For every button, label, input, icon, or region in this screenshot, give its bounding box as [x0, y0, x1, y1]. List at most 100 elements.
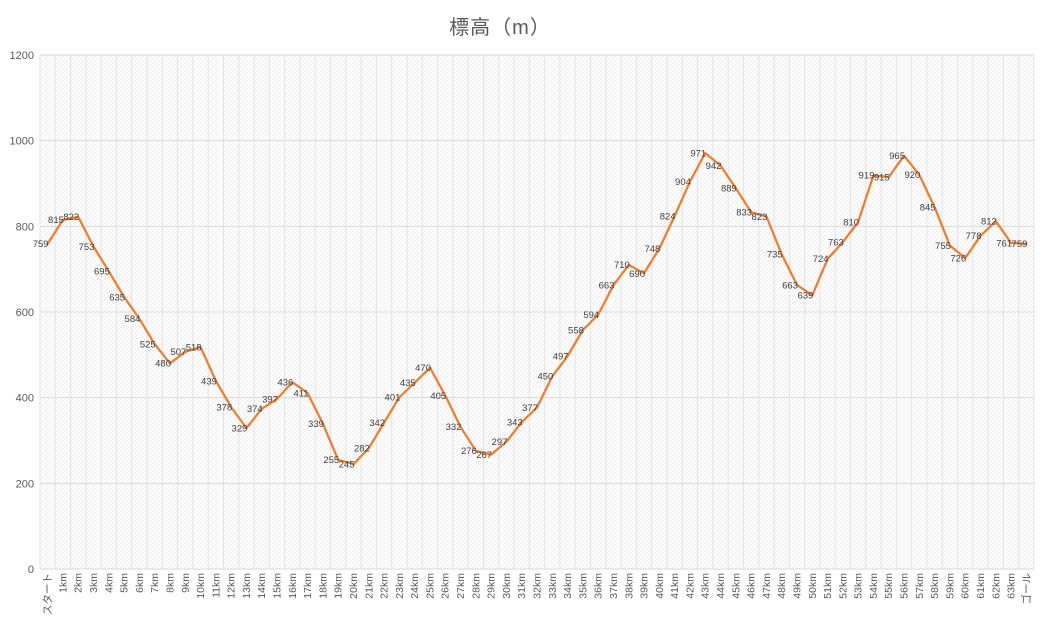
x-tick-label: 9km — [180, 573, 192, 593]
data-label: 635 — [109, 292, 125, 303]
x-tick-label: 23km — [394, 573, 406, 599]
x-tick-label: 30km — [501, 573, 513, 599]
elevation-polyline — [46, 151, 1028, 466]
data-label: 343 — [507, 417, 523, 428]
data-label: 470 — [415, 363, 431, 374]
data-label: 726 — [950, 253, 966, 264]
data-label: 823 — [752, 212, 768, 223]
data-label: 761 — [996, 238, 1012, 249]
data-label: 525 — [140, 339, 156, 350]
data-label: 332 — [446, 422, 462, 433]
data-label: 297 — [492, 437, 508, 448]
data-label: 276 — [461, 446, 477, 457]
data-label: 833 — [736, 208, 752, 219]
x-tick-label: 42km — [684, 573, 696, 599]
x-tick-label: 55km — [883, 573, 895, 599]
data-label: 822 — [63, 212, 79, 223]
data-label: 920 — [904, 170, 920, 181]
x-tick-label: 7km — [149, 573, 161, 593]
x-tick-label: 25km — [425, 573, 437, 599]
x-tick-label: スタート — [42, 573, 54, 615]
y-tick-label: 400 — [16, 393, 34, 405]
x-tick-label: 37km — [608, 573, 620, 599]
y-tick-label: 1200 — [10, 50, 34, 62]
data-label: 435 — [400, 378, 416, 389]
x-tick-label: 20km — [348, 573, 360, 599]
x-tick-label: 28km — [470, 573, 482, 599]
data-label: 763 — [828, 238, 844, 249]
x-tick-label: 54km — [868, 573, 880, 599]
x-tick-label: 32km — [532, 573, 544, 599]
data-label: 405 — [430, 391, 446, 402]
x-tick-label: 10km — [195, 573, 207, 599]
data-label: 824 — [660, 211, 676, 222]
x-tick-label: 21km — [363, 573, 375, 599]
x-tick-label: 4km — [103, 573, 115, 593]
data-label: 845 — [920, 202, 936, 213]
x-tick-label: 3km — [88, 573, 100, 593]
x-tick-label: 2km — [73, 573, 85, 593]
data-label: 584 — [125, 314, 141, 325]
data-label: 397 — [262, 394, 278, 405]
x-tick-label: 18km — [317, 573, 329, 599]
data-label: 507 — [170, 347, 186, 358]
x-tick-label: 26km — [440, 573, 452, 599]
x-tick-label: 41km — [669, 573, 681, 599]
x-tick-label: 52km — [837, 573, 849, 599]
x-tick-label: 57km — [914, 573, 926, 599]
y-tick-label: 600 — [16, 307, 34, 319]
data-label: 342 — [369, 418, 385, 429]
y-tick-label: 0 — [28, 564, 34, 576]
data-label: 759 — [33, 239, 49, 250]
x-tick-label: 63km — [1006, 573, 1018, 599]
x-tick-label: 46km — [746, 573, 758, 599]
x-tick-label: 19km — [333, 573, 345, 599]
data-label: 778 — [966, 231, 982, 242]
x-tick-label: 38km — [623, 573, 635, 599]
data-label: 639 — [797, 291, 813, 302]
data-label: 245 — [339, 459, 355, 470]
data-label: 724 — [813, 254, 829, 265]
data-label: 497 — [553, 351, 569, 362]
x-tick-label: 12km — [226, 573, 238, 599]
x-tick-label: 1km — [57, 573, 69, 593]
x-tick-label: 14km — [256, 573, 268, 599]
x-tick-label: 31km — [516, 573, 528, 599]
x-tick-label: ゴール — [1020, 573, 1033, 605]
x-tick-label: 17km — [302, 573, 314, 599]
data-label: 377 — [522, 403, 538, 414]
data-label: 965 — [889, 151, 905, 162]
x-tick-label: 60km — [960, 573, 972, 599]
y-axis-tick-labels: 0 200 400 600 800 1000 1200 — [10, 50, 34, 576]
data-label: 329 — [232, 423, 248, 434]
data-label: 378 — [216, 402, 232, 413]
x-tick-label: 56km — [899, 573, 911, 599]
data-label: 663 — [599, 280, 615, 291]
x-tick-label: 49km — [792, 573, 804, 599]
data-label: 735 — [767, 250, 783, 261]
data-label: 339 — [308, 419, 324, 430]
data-label: 690 — [629, 269, 645, 280]
data-label: 480 — [155, 359, 171, 370]
x-tick-label: 13km — [241, 573, 253, 599]
data-label: 812 — [981, 217, 997, 228]
x-tick-label: 45km — [730, 573, 742, 599]
y-tick-label: 800 — [16, 221, 34, 233]
data-label: 439 — [201, 376, 217, 387]
data-label: 267 — [476, 450, 492, 461]
x-tick-label: 11km — [210, 573, 222, 598]
chart-title: 標高（m） — [449, 17, 551, 39]
x-tick-label: 58km — [929, 573, 941, 599]
data-label: 436 — [277, 378, 293, 389]
x-tick-label: 35km — [577, 573, 589, 599]
data-label: 971 — [690, 148, 706, 159]
elevation-series-line — [46, 151, 1028, 466]
x-tick-label: 39km — [639, 573, 651, 599]
data-label: 942 — [706, 161, 722, 172]
data-label: 594 — [583, 310, 599, 321]
data-label: 810 — [843, 217, 859, 228]
x-tick-label: 33km — [547, 573, 559, 599]
x-tick-label: 62km — [990, 573, 1002, 599]
